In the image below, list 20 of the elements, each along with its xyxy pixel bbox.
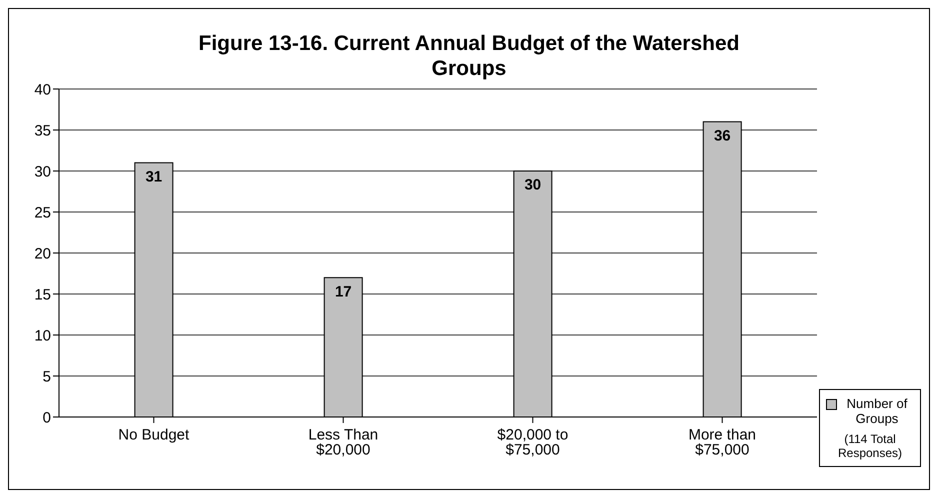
y-tick-label: 30 [34,163,51,180]
y-tick-label: 15 [34,286,51,304]
data-label: 31 [145,168,162,186]
y-tick-label: 20 [34,245,51,262]
y-tick-label: 5 [42,368,51,386]
data-label: 17 [334,283,352,300]
x-tick-label: $20,000 to $75,000 [497,426,568,459]
x-tick-label: Less Than $20,000 [308,426,378,459]
data-label: 30 [524,176,542,194]
x-tick-label: No Budget [118,426,190,444]
data-label: 36 [714,127,731,144]
y-tick-label: 40 [34,81,51,98]
x-tick-label: More than $75,000 [688,426,756,459]
y-tick-label: 0 [42,409,51,426]
y-tick-label: 25 [34,204,51,222]
text: (114 Total Responses) [836,432,904,460]
legend-label: Number of Groups [846,396,908,426]
y-tick-label: 10 [34,327,51,344]
chart-title: Figure 13-16. Current Annual Budget of the Watershed Groups [198,31,740,81]
y-tick-label: 35 [34,122,51,140]
